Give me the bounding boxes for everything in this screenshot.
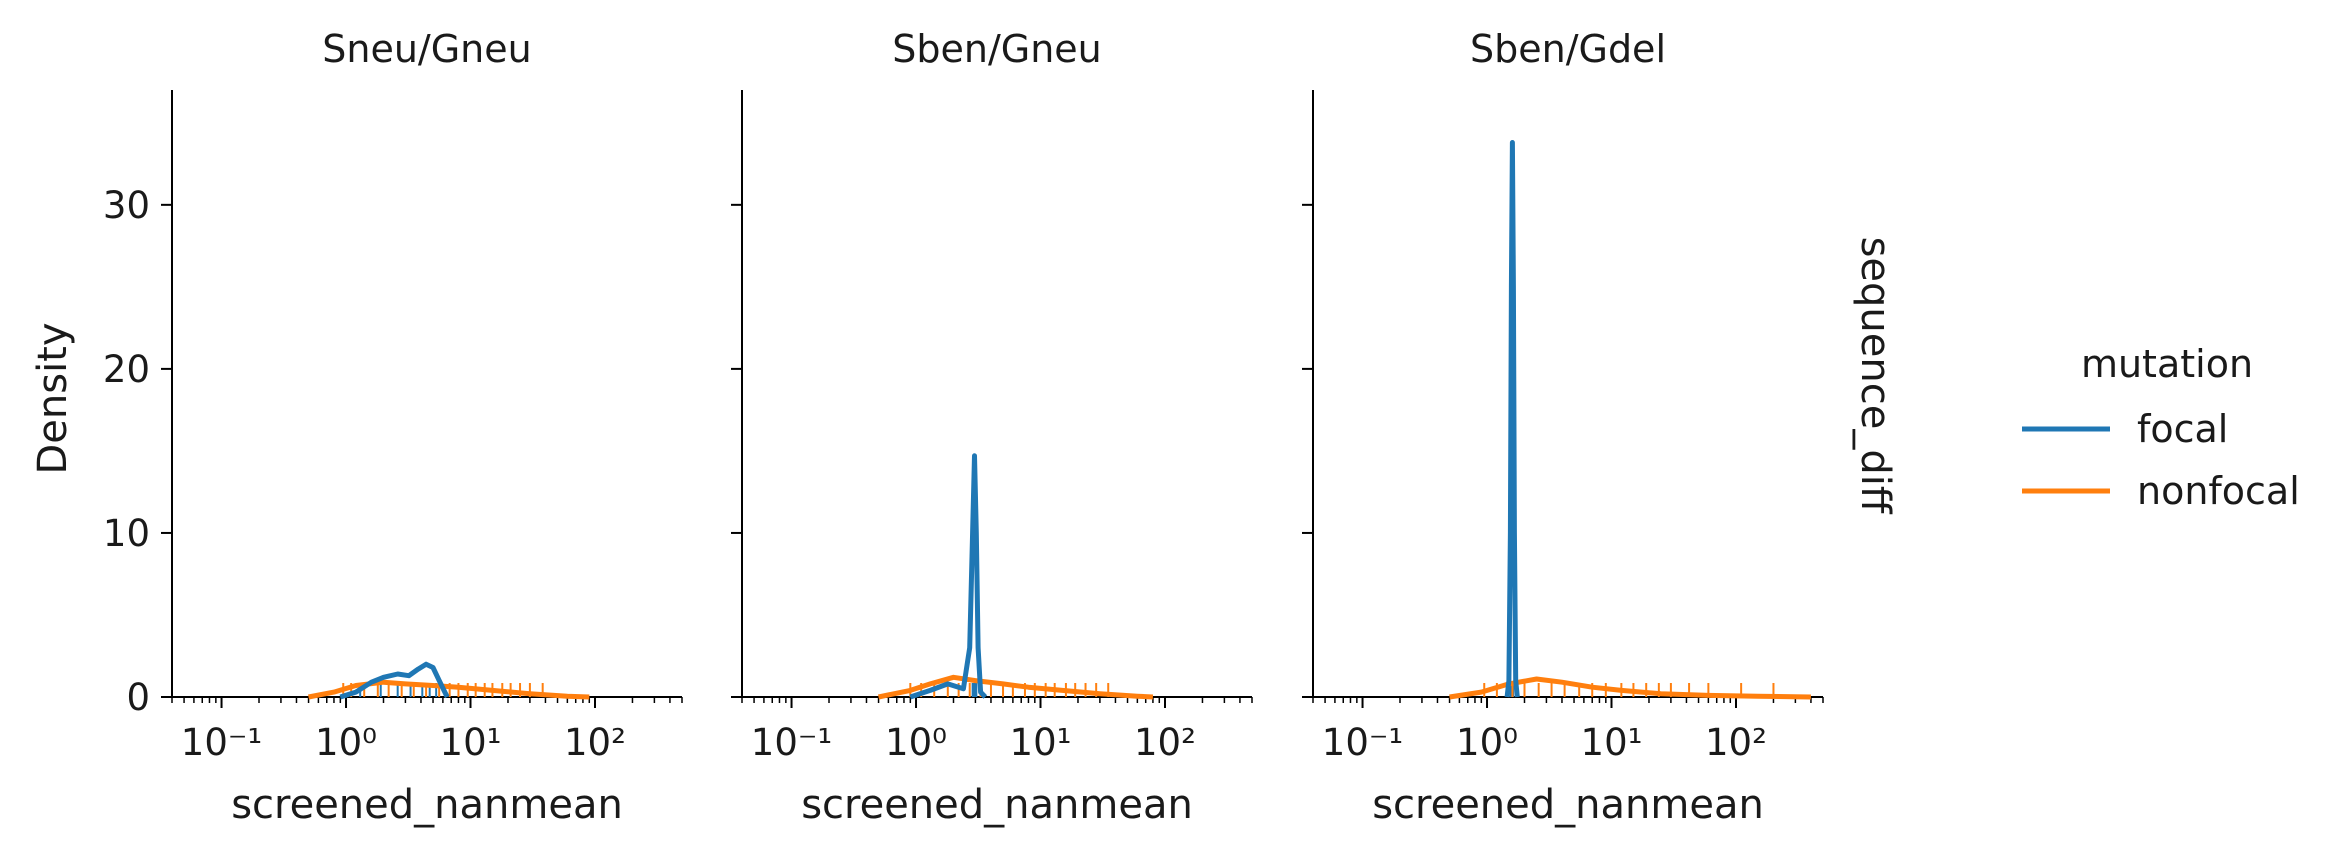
- x-tick-label: 10²: [564, 721, 626, 764]
- x-tick-label: 10⁻¹: [181, 721, 262, 764]
- x-tick-label: 10⁰: [885, 721, 947, 764]
- density-line-focal: [339, 661, 450, 700]
- x-tick-label: 10²: [1705, 721, 1767, 764]
- legend-title: mutation: [2081, 342, 2253, 386]
- density-line-nonfocal: [877, 674, 1154, 700]
- panel-title: Sben/Gneu: [892, 27, 1102, 71]
- facet-panels: Sneu/Gneu 0 10 20 30 10⁻¹ 10⁰ 10¹ 10² screened_na…: [30, 27, 1824, 828]
- y-tick-label: 10: [103, 512, 150, 555]
- x-axis-label: screened_nanmean: [1372, 782, 1764, 828]
- legend: mutation focal nonfocal: [2022, 342, 2300, 513]
- x-tick-label: 10¹: [1581, 721, 1643, 764]
- panel-1: Sneu/Gneu 0 10 20 30 10⁻¹ 10⁰ 10¹ 10² screened_na…: [30, 27, 683, 828]
- y-tick-label: 30: [103, 184, 150, 227]
- density-line-focal: [1504, 140, 1520, 698]
- density-line-focal: [909, 453, 988, 700]
- y-tick-label: 0: [126, 676, 150, 719]
- x-tick-label: 10⁰: [315, 721, 377, 764]
- panel-title: Sben/Gdel: [1470, 27, 1666, 71]
- legend-label-nonfocal: nonfocal: [2137, 469, 2300, 513]
- x-tick-label: 10⁻¹: [1322, 721, 1403, 764]
- x-tick-label: 10¹: [1010, 721, 1072, 764]
- legend-entry-nonfocal: nonfocal: [2022, 469, 2300, 513]
- panel-3: Sben/Gdel 10⁻¹ 10⁰ 10¹ 10² screened_nanmean: [1302, 27, 1824, 828]
- y-axis-label: Density: [30, 322, 76, 474]
- panel-title: Sneu/Gneu: [322, 27, 531, 71]
- density-line-nonfocal: [1449, 676, 1811, 700]
- density-line-nonfocal: [308, 679, 590, 700]
- x-axis-label: screened_nanmean: [801, 782, 1193, 828]
- x-tick-label: 10¹: [440, 721, 502, 764]
- legend-entry-focal: focal: [2022, 407, 2228, 451]
- row-facet-label: sequence_diff: [1852, 237, 1898, 515]
- panel-2: Sben/Gneu 10⁻¹ 10⁰ 10¹ 10² screened_nanmean: [731, 27, 1253, 828]
- x-axis-label: screened_nanmean: [231, 782, 623, 828]
- legend-label-focal: focal: [2137, 407, 2228, 451]
- y-tick-label: 20: [103, 348, 150, 391]
- x-tick-label: 10²: [1134, 721, 1196, 764]
- x-tick-label: 10⁻¹: [751, 721, 832, 764]
- x-tick-label: 10⁰: [1456, 721, 1518, 764]
